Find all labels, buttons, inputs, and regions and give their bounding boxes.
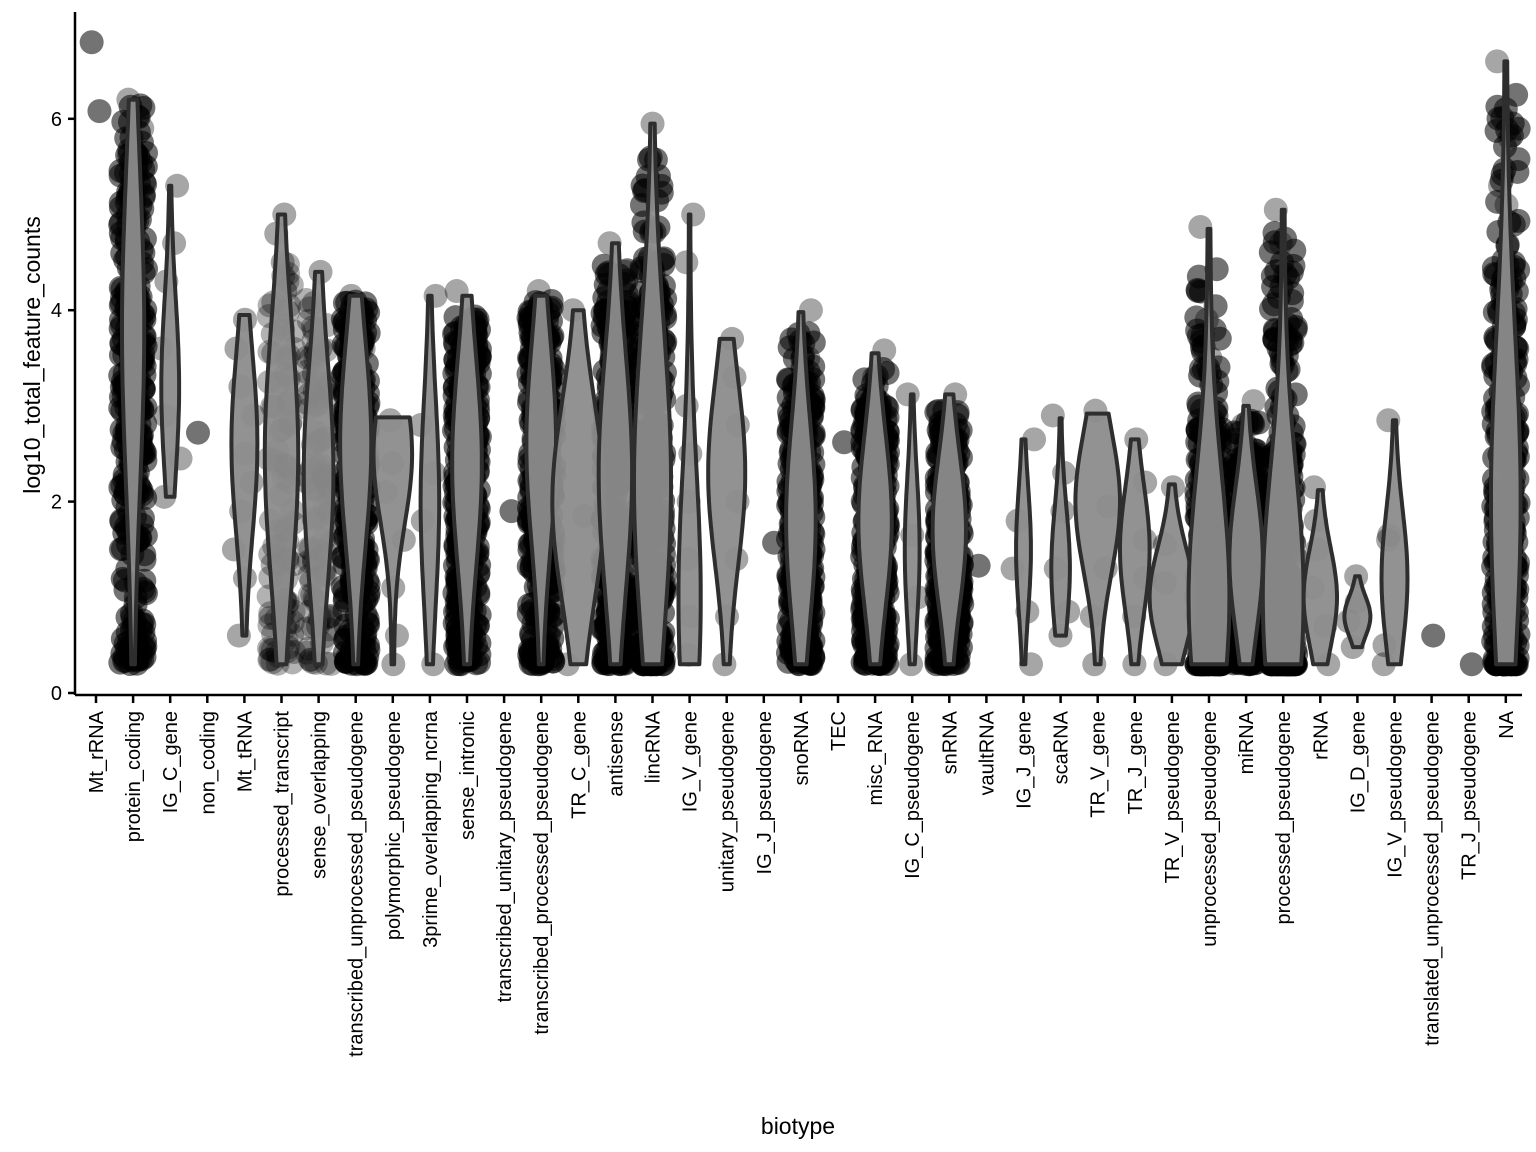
x-tick-label: unprocessed_pseudogene	[1199, 711, 1221, 947]
axes-layer	[73, 12, 1522, 697]
x-tick-label: miRNA	[1236, 710, 1258, 774]
violin-shape	[1118, 437, 1152, 667]
x-tick-label: TEC	[828, 711, 850, 751]
violin-shape	[596, 241, 635, 667]
violin-shape	[902, 392, 922, 667]
data-point	[966, 553, 991, 578]
x-tick-label: misc_RNA	[865, 710, 887, 805]
violin-shape	[1260, 207, 1306, 667]
violin-shape	[301, 269, 336, 667]
violin-shape	[262, 212, 301, 667]
data-point	[1283, 315, 1308, 340]
x-tick-label: processed_pseudogene	[1273, 711, 1295, 925]
x-tick-label: IG_V_pseudogene	[1385, 711, 1407, 878]
violin-shape	[676, 212, 703, 667]
x-tick-label: polymorphic_pseudogene	[383, 711, 405, 940]
data-point	[87, 99, 112, 124]
x-tick-label: transcribed_processed_pseudogene	[531, 711, 553, 1035]
data-point	[185, 420, 210, 445]
y-tick-label: 0	[51, 683, 62, 705]
violin-shape	[1301, 488, 1339, 667]
data-point	[1459, 652, 1484, 677]
x-tick-label: unitary_pseudogene	[717, 711, 739, 892]
violin-shape	[229, 313, 260, 638]
x-tick-label: snoRNA	[791, 710, 813, 785]
violin-shape	[524, 293, 558, 667]
y-axis-title: log10_total_feature_counts	[19, 216, 45, 494]
violin-shape	[1342, 574, 1373, 650]
y-tick-label: 4	[51, 300, 62, 322]
violin-shape	[159, 183, 182, 499]
x-tick-label: IG_J_gene	[1014, 711, 1036, 809]
violin-shape	[1014, 437, 1033, 667]
violin-shape	[1489, 59, 1523, 667]
violin-shape	[706, 336, 748, 667]
violin-shape	[784, 310, 818, 667]
data-point	[1259, 296, 1284, 321]
x-tick-label: transcribed_unprocessed_pseudogene	[346, 711, 368, 1057]
x-tick-label: TR_V_gene	[1088, 711, 1110, 818]
violin-shape	[1379, 418, 1410, 667]
data-point	[681, 202, 706, 227]
y-ticks: 0 2 4 6	[51, 109, 75, 705]
data-point	[1421, 623, 1446, 648]
violin-shape	[338, 293, 374, 667]
x-tick-label: vaultRNA	[976, 710, 998, 795]
x-tick-label: scaRNA	[1051, 710, 1073, 784]
x-tick-label: Mt_tRNA	[234, 710, 256, 792]
violin-shape	[371, 415, 415, 667]
data-point	[79, 30, 104, 55]
x-tick-label: processed_transcript	[272, 711, 294, 897]
x-tick-label: non_coding	[197, 711, 219, 814]
violin-shape	[418, 293, 442, 667]
data-point	[895, 382, 920, 407]
x-tick-label: IG_J_pseudogene	[754, 711, 776, 874]
data-point	[1282, 238, 1307, 263]
x-ticks: Mt_rRNA protein_coding IG_C_gene non_coding…	[86, 695, 1518, 1057]
x-tick-label: sense_intronic	[457, 711, 479, 840]
violin-shape	[120, 97, 147, 667]
x-tick-label: NA	[1496, 710, 1518, 738]
x-tick-label: protein_coding	[123, 711, 145, 842]
x-tick-label: TR_V_pseudogene	[1162, 711, 1184, 883]
violin-shape	[930, 392, 968, 667]
violin-shape	[1186, 226, 1232, 667]
violin-shape	[632, 121, 673, 667]
x-tick-label: TR_J_pseudogene	[1459, 711, 1481, 880]
data-point	[133, 628, 158, 653]
data-point	[384, 623, 409, 648]
violin-shape	[1073, 411, 1122, 667]
data-point	[1185, 277, 1210, 302]
x-tick-label: TR_J_gene	[1125, 711, 1147, 814]
x-tick-label: IG_C_pseudogene	[902, 711, 924, 879]
data-point	[1022, 427, 1047, 452]
violin-shape	[856, 351, 894, 667]
x-tick-label: IG_C_gene	[160, 711, 182, 813]
y-tick-label: 2	[51, 492, 62, 514]
x-tick-label: translated_unprocessed_pseudogene	[1422, 711, 1444, 1046]
x-tick-label: sense_overlapping	[309, 711, 331, 879]
data-point	[832, 430, 857, 455]
violin-shape	[1049, 416, 1072, 638]
data-point	[674, 250, 699, 275]
data-point	[1504, 82, 1529, 107]
x-tick-label: Mt_rRNA	[86, 710, 108, 793]
x-tick-label: antisense	[605, 711, 627, 797]
x-tick-label: rRNA	[1310, 710, 1332, 760]
violin-shape	[450, 293, 484, 667]
x-tick-label: IG_V_gene	[680, 711, 702, 812]
violin-layer	[120, 59, 1523, 667]
x-tick-label: transcribed_unitary_pseudogene	[494, 711, 516, 1002]
x-tick-label: snRNA	[939, 710, 961, 774]
y-tick-label: 6	[51, 109, 62, 131]
x-tick-label: lincRNA	[643, 710, 665, 783]
x-tick-label: TR_C_gene	[568, 711, 590, 819]
x-tick-label: 3prime_overlapping_ncrna	[420, 710, 442, 948]
x-tick-label: IG_D_gene	[1347, 711, 1369, 813]
x-axis-title: biotype	[761, 1113, 835, 1139]
